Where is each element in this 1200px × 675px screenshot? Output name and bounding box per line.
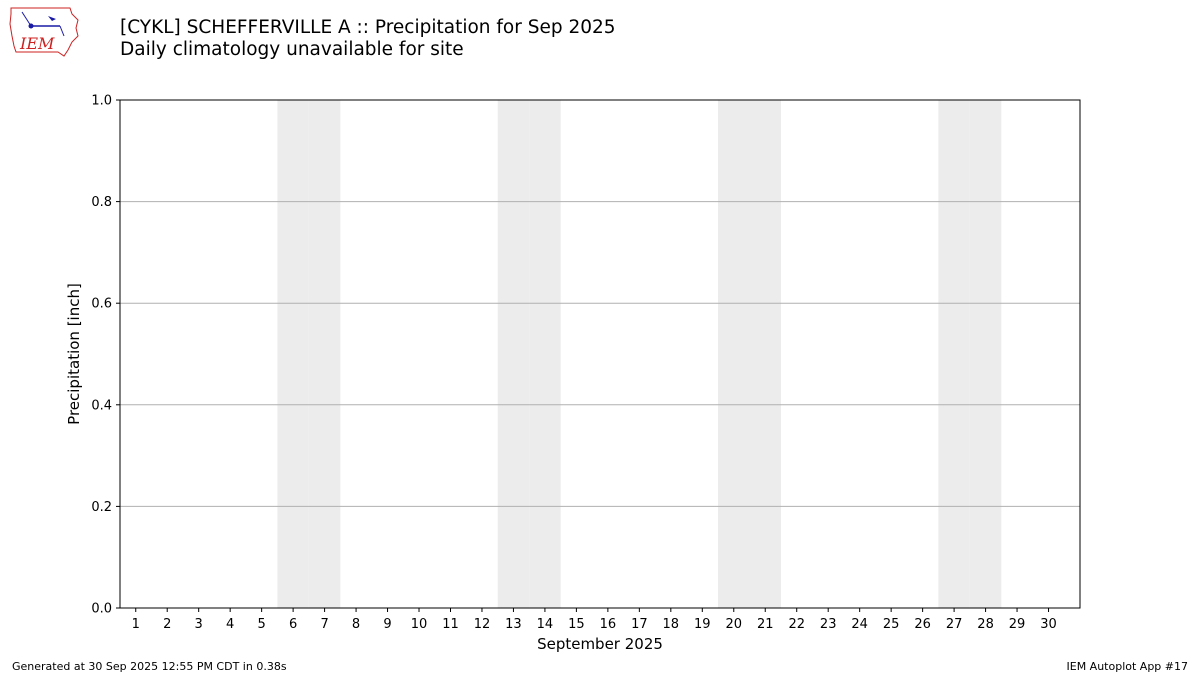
x-tick-label: 14 bbox=[537, 617, 554, 632]
x-tick-label: 11 bbox=[442, 617, 459, 632]
x-tick-label: 25 bbox=[883, 617, 900, 632]
y-tick-label: 0.8 bbox=[91, 195, 112, 210]
y-axis-ticks: 0.0 0.2 0.4 0.6 0.8 1.0 bbox=[91, 94, 120, 617]
x-axis-ticks: 1 2 3 4 5 6 7 8 9 10 11 12 13 14 15 16 17 18 19 20 21 22 23 24 2… bbox=[132, 608, 1057, 632]
x-tick-label: 24 bbox=[851, 617, 868, 632]
iowa-outline-icon bbox=[9, 7, 79, 57]
grid-lines bbox=[120, 201, 1080, 507]
x-axis-label: September 2025 bbox=[537, 635, 663, 653]
x-tick-label: 9 bbox=[383, 617, 391, 632]
x-tick-label: 3 bbox=[195, 617, 203, 632]
weekend-band bbox=[497, 100, 530, 608]
x-tick-label: 22 bbox=[788, 617, 805, 632]
weekend-band bbox=[308, 100, 341, 608]
weekend-band bbox=[718, 100, 750, 608]
x-tick-label: 10 bbox=[411, 617, 428, 632]
generated-timestamp: Generated at 30 Sep 2025 12:55 PM CDT in… bbox=[12, 660, 287, 673]
svg-text:IEM: IEM bbox=[19, 34, 55, 53]
y-tick-label: 1.0 bbox=[91, 94, 112, 109]
y-axis-label: Precipitation [inch] bbox=[65, 283, 83, 425]
weekend-band bbox=[749, 100, 781, 608]
x-tick-label: 18 bbox=[663, 617, 680, 632]
y-tick-label: 0.6 bbox=[91, 297, 112, 312]
iem-logo: IEM bbox=[9, 7, 79, 57]
weekend-band bbox=[277, 100, 309, 608]
x-tick-label: 4 bbox=[226, 617, 234, 632]
x-tick-label: 27 bbox=[946, 617, 963, 632]
x-tick-label: 12 bbox=[474, 617, 491, 632]
x-tick-label: 28 bbox=[977, 617, 994, 632]
app-label: IEM Autoplot App #17 bbox=[1066, 660, 1189, 673]
x-tick-label: 23 bbox=[820, 617, 837, 632]
x-tick-label: 16 bbox=[600, 617, 617, 632]
x-tick-label: 17 bbox=[631, 617, 648, 632]
x-tick-label: 21 bbox=[757, 617, 774, 632]
y-tick-label: 0.0 bbox=[91, 602, 112, 617]
x-tick-label: 30 bbox=[1040, 617, 1057, 632]
x-tick-label: 26 bbox=[914, 617, 931, 632]
chart-subtitle: Daily climatology unavailable for site bbox=[120, 39, 464, 60]
x-tick-label: 2 bbox=[163, 617, 171, 632]
x-tick-label: 7 bbox=[320, 617, 328, 632]
weekend-band bbox=[938, 100, 970, 608]
x-tick-label: 13 bbox=[505, 617, 522, 632]
y-tick-label: 0.4 bbox=[91, 398, 112, 413]
x-tick-label: 15 bbox=[568, 617, 585, 632]
weekend-band bbox=[969, 100, 1002, 608]
x-tick-label: 19 bbox=[694, 617, 711, 632]
x-tick-label: 20 bbox=[725, 617, 742, 632]
x-tick-label: 8 bbox=[352, 617, 360, 632]
x-tick-label: 29 bbox=[1009, 617, 1026, 632]
y-tick-label: 0.2 bbox=[91, 500, 112, 515]
weekend-band bbox=[529, 100, 561, 608]
x-tick-label: 5 bbox=[257, 617, 265, 632]
weekend-shading bbox=[277, 100, 1002, 608]
x-tick-label: 6 bbox=[289, 617, 297, 632]
chart-title: [CYKL] SCHEFFERVILLE A :: Precipitation … bbox=[120, 17, 616, 38]
plot-frame bbox=[119, 99, 1081, 609]
x-tick-label: 1 bbox=[132, 617, 140, 632]
